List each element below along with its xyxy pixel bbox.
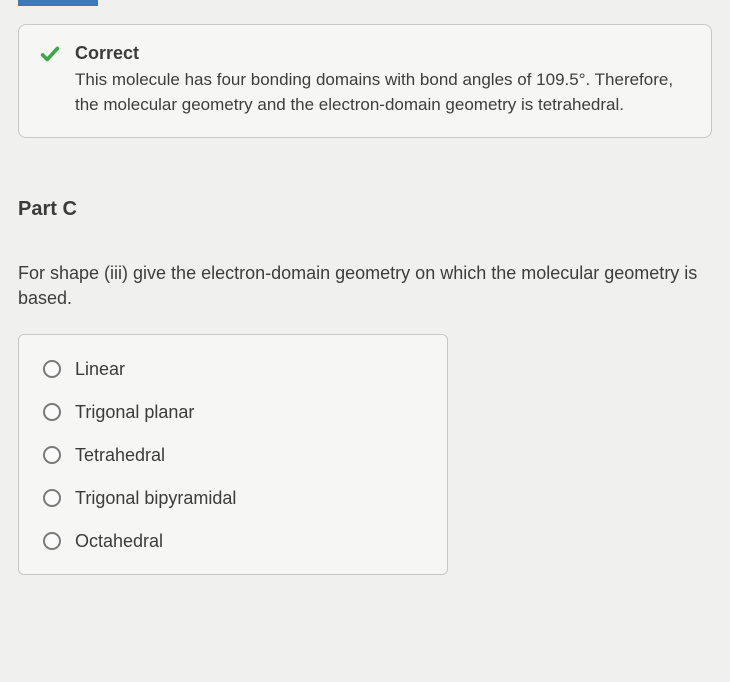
radio-icon xyxy=(43,446,61,464)
option-label: Tetrahedral xyxy=(75,445,165,466)
question-text: For shape (iii) give the electron-domain… xyxy=(18,261,712,311)
feedback-text: This molecule has four bonding domains w… xyxy=(75,68,691,117)
option-trigonal-bipyramidal[interactable]: Trigonal bipyramidal xyxy=(43,488,423,509)
feedback-title: Correct xyxy=(75,43,691,64)
option-trigonal-planar[interactable]: Trigonal planar xyxy=(43,402,423,423)
option-label: Trigonal bipyramidal xyxy=(75,488,236,509)
radio-icon xyxy=(43,360,61,378)
options-box: Linear Trigonal planar Tetrahedral Trigo… xyxy=(18,334,448,575)
check-icon xyxy=(39,43,61,65)
feedback-box: Correct This molecule has four bonding d… xyxy=(18,24,712,138)
option-label: Trigonal planar xyxy=(75,402,194,423)
option-tetrahedral[interactable]: Tetrahedral xyxy=(43,445,423,466)
content-area: Correct This molecule has four bonding d… xyxy=(0,0,730,575)
radio-icon xyxy=(43,532,61,550)
radio-icon xyxy=(43,403,61,421)
option-octahedral[interactable]: Octahedral xyxy=(43,531,423,552)
option-linear[interactable]: Linear xyxy=(43,359,423,380)
part-heading: Part C xyxy=(18,198,712,221)
feedback-content: Correct This molecule has four bonding d… xyxy=(75,43,691,117)
progress-bar-fragment xyxy=(18,0,98,6)
radio-icon xyxy=(43,489,61,507)
option-label: Linear xyxy=(75,359,125,380)
option-label: Octahedral xyxy=(75,531,163,552)
